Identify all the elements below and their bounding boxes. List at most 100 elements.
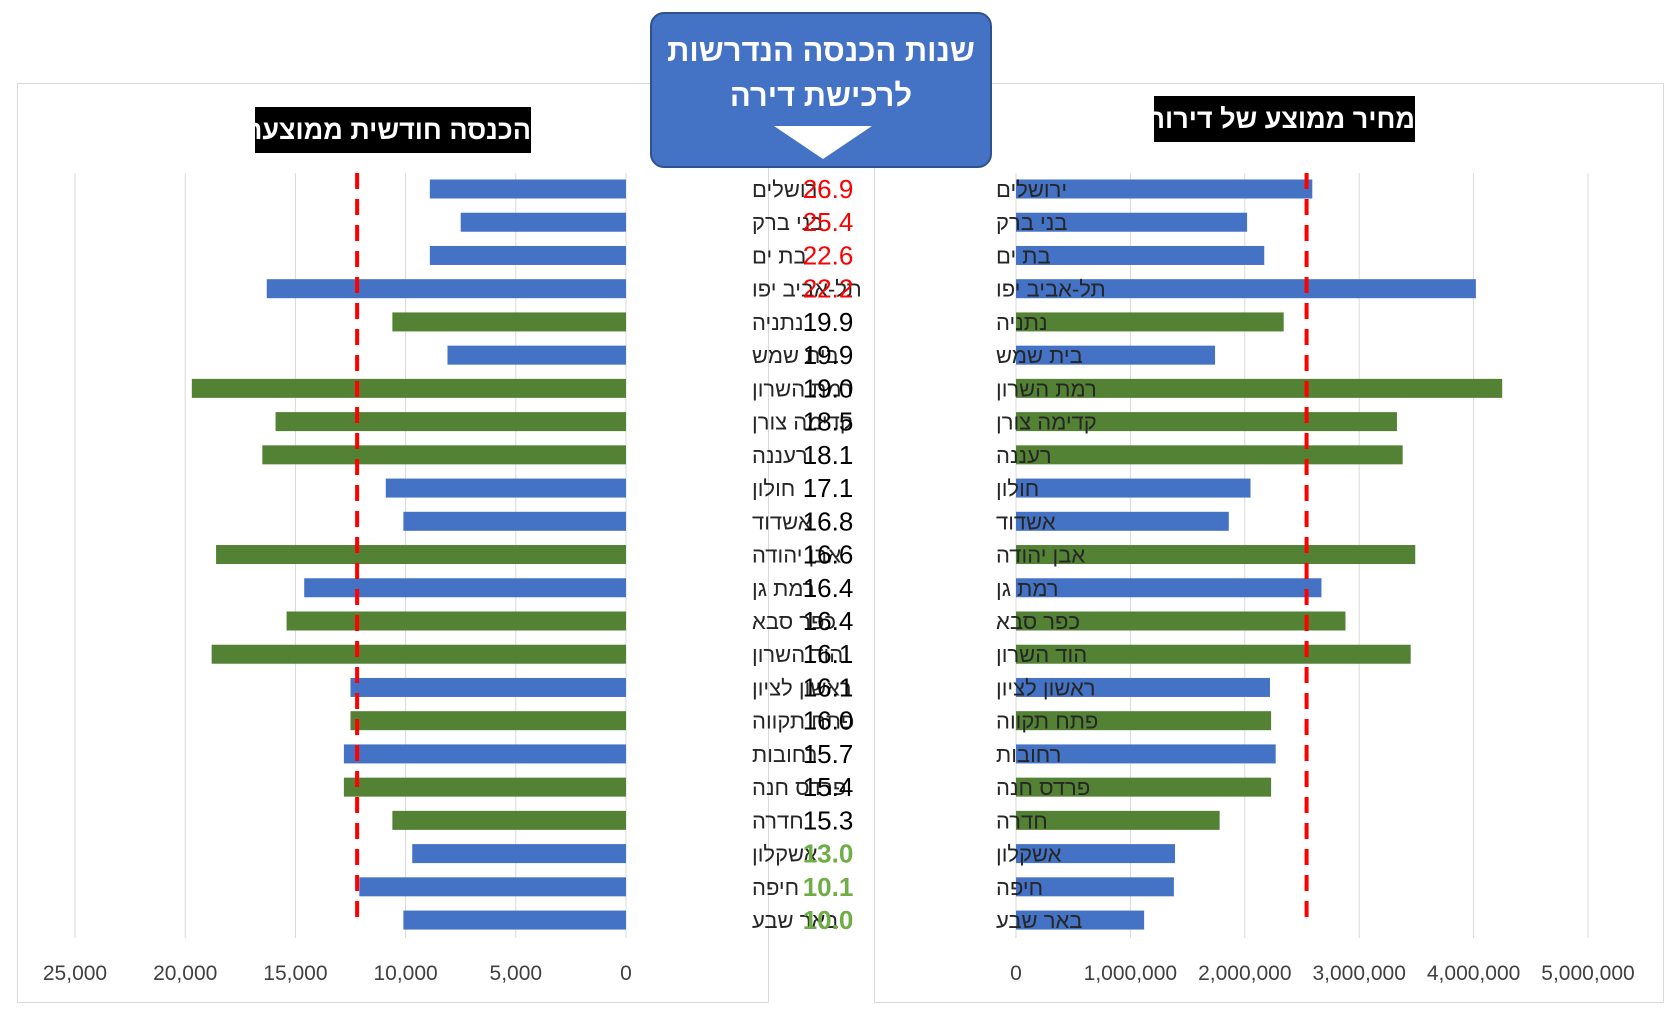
right-category-label: בת ים [996,243,1051,268]
right-chart-panel [874,83,1664,1003]
left-bar [275,412,626,432]
years-value-label: 16.4 [803,606,854,636]
right-bar [1016,677,1270,697]
right-category-label: בית שמש [996,343,1083,368]
down-arrow-icon [774,126,872,159]
right-x-tick-label: 1,000,000 [1084,962,1177,985]
years-value-label: 15.3 [803,805,854,835]
right-chart-title: מחיר ממוצע של דירות [1146,96,1415,142]
left-category-label: ירושלים [752,177,823,202]
left-category-label: בת ים [752,243,807,268]
right-x-tick-label: 3,000,000 [1312,962,1405,985]
right-bar [1016,810,1220,830]
years-value-label: 16.6 [803,540,854,570]
years-value-label: 16.4 [803,573,854,603]
left-x-tick-label: 25,000 [43,962,107,985]
right-x-tick-label: 0 [1010,962,1022,985]
left-x-tick-label: 20,000 [153,962,217,985]
right-category-label: תל-אביב יפו [996,277,1106,302]
left-category-label: אשדוד [752,509,812,534]
right-bar [1016,445,1403,465]
years-value-label: 22.6 [803,240,854,270]
center-title-line-1: שנות הכנסה הנדרשות [667,33,975,68]
left-bar [343,777,626,797]
years-value-label: 15.7 [803,739,854,769]
left-bar [412,844,626,864]
left-x-tick-label: 10,000 [373,962,437,985]
left-category-label: רמת גן [752,576,815,601]
right-bar [1016,611,1346,631]
right-category-label: בני ברק [996,210,1067,235]
years-value-label: 22.2 [803,274,854,304]
right-category-label: חדרה [996,808,1048,833]
left-bar [392,810,626,830]
years-value-label: 13.0 [803,839,854,869]
years-value-label: 19.9 [803,307,854,337]
years-value-label: 19.9 [803,340,854,370]
left-bar [385,478,626,498]
right-category-label: אבן יהודה [996,543,1085,568]
right-category-label: באר שבע [996,908,1082,933]
right-x-tick-label: 5,000,000 [1541,962,1634,985]
right-bar [1016,279,1476,299]
right-bar [1016,378,1503,398]
right-bar [1016,545,1416,565]
right-category-label: ירושלים [996,177,1067,202]
left-bar [460,212,626,232]
left-x-tick-label: 5,000 [490,962,543,985]
left-bar [447,345,626,365]
left-bar [429,245,626,265]
years-value-label: 25.4 [803,207,854,237]
left-bar [392,312,626,332]
left-category-label: ראשון לציון [752,675,852,700]
left-category-label: חיפה [752,875,799,900]
left-category-label: פרדס חנה [752,775,846,800]
years-value-label: 10.0 [803,905,854,935]
right-category-label: חיפה [996,875,1043,900]
years-value-label: 16.1 [803,639,854,669]
right-bar [1016,644,1411,664]
right-category-label: רמת גן [996,576,1059,601]
left-chart-panel [17,83,769,1003]
left-bar [429,179,626,199]
right-bar [1016,578,1322,598]
years-value-label: 26.9 [803,174,854,204]
left-category-label: נתניה [752,310,804,335]
left-category-label: חדרה [752,808,804,833]
left-chart-title: הכנסה חודשית ממוצעת [243,107,531,153]
right-category-label: נתניה [996,310,1048,335]
left-category-label: רחובות [752,742,817,767]
left-category-label: רמת השרון [752,376,853,401]
right-category-label: הוד השרון [996,642,1087,667]
left-bar [350,711,626,731]
center-title-box: שנות הכנסה הנדרשות לרכישת דירה [650,12,992,168]
left-bar [286,611,626,631]
left-category-label: רעננה [752,443,808,468]
right-category-label: קדימה צורן [996,410,1097,435]
right-bar [1016,910,1145,930]
right-category-label: חולון [996,476,1039,501]
years-value-label: 10.1 [803,872,854,902]
right-category-label: רחובות [996,742,1061,767]
right-bar [1016,777,1272,797]
years-value-label: 16.1 [803,672,854,702]
left-category-label: בית שמש [752,343,839,368]
right-category-label: אשקלון [996,842,1062,867]
left-bar [304,578,626,598]
right-bar [1016,478,1251,498]
left-category-label: באר שבע [752,908,838,933]
right-category-label: כפר סבא [996,609,1080,634]
right-bar [1016,179,1313,199]
right-bar [1016,711,1272,731]
left-x-tick-label: 15,000 [263,962,327,985]
left-bar [343,744,626,764]
left-category-label: חולון [752,476,795,501]
left-category-label: תל-אביב יפו [752,277,862,302]
left-category-label: קדימה צורן [752,410,853,435]
right-bar [1016,212,1248,232]
years-value-label: 16.8 [803,506,854,536]
left-bar [359,877,626,897]
right-category-label: רעננה [996,443,1052,468]
left-category-label: בני ברק [752,210,823,235]
